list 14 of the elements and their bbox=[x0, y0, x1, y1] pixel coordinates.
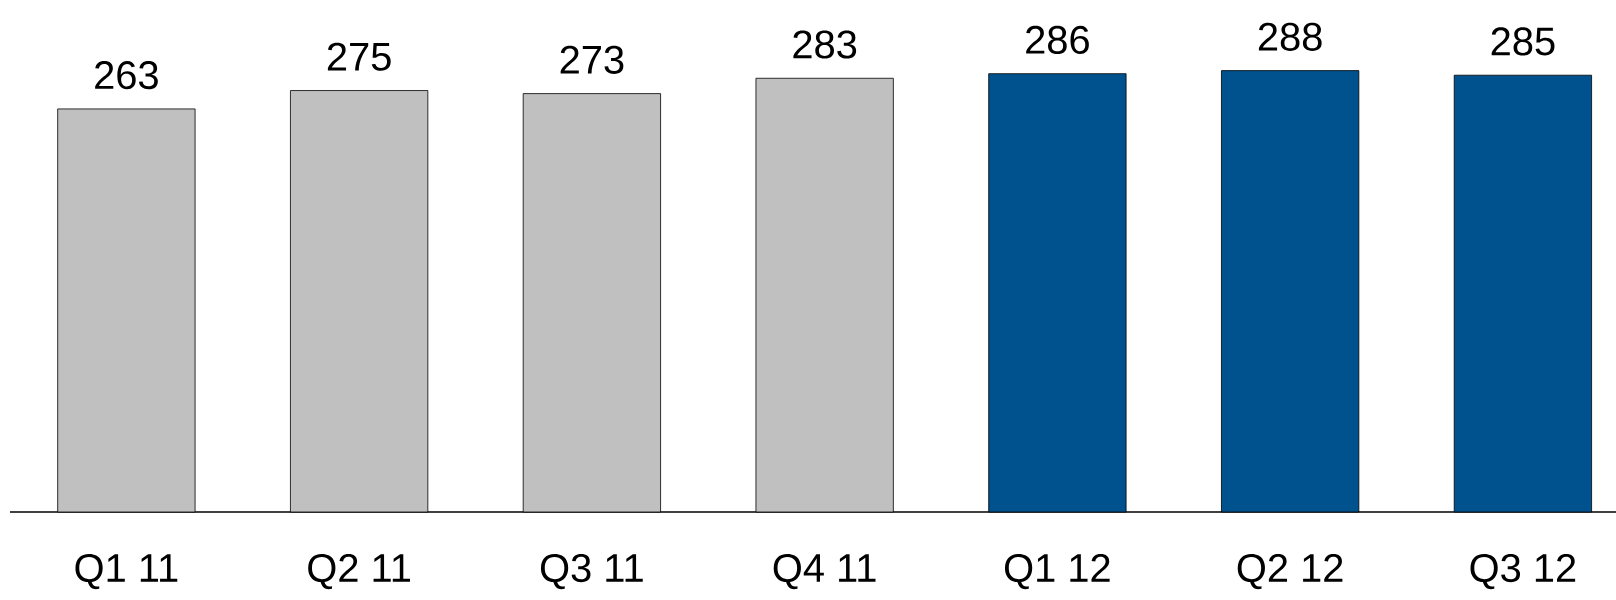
x-tick-label: Q2 12 bbox=[1237, 553, 1343, 590]
data-label: 285 bbox=[1491, 27, 1555, 56]
data-label: 263 bbox=[95, 61, 158, 90]
data-label: 273 bbox=[560, 45, 624, 74]
x-tick-label: Q3 11 bbox=[540, 553, 643, 590]
x-tick-label: Q2 11 bbox=[308, 553, 410, 590]
x-tick-label: Q3 12 bbox=[1470, 553, 1576, 590]
x-tick-label: Q1 12 bbox=[1004, 553, 1110, 590]
data-label: 283 bbox=[793, 30, 857, 59]
x-tick-label: Q4 11 bbox=[773, 553, 876, 590]
data-label: 288 bbox=[1258, 22, 1322, 51]
data-label: 286 bbox=[1026, 25, 1089, 54]
x-tick-label: Q1 11 bbox=[75, 553, 178, 590]
data-label: 275 bbox=[327, 42, 391, 71]
